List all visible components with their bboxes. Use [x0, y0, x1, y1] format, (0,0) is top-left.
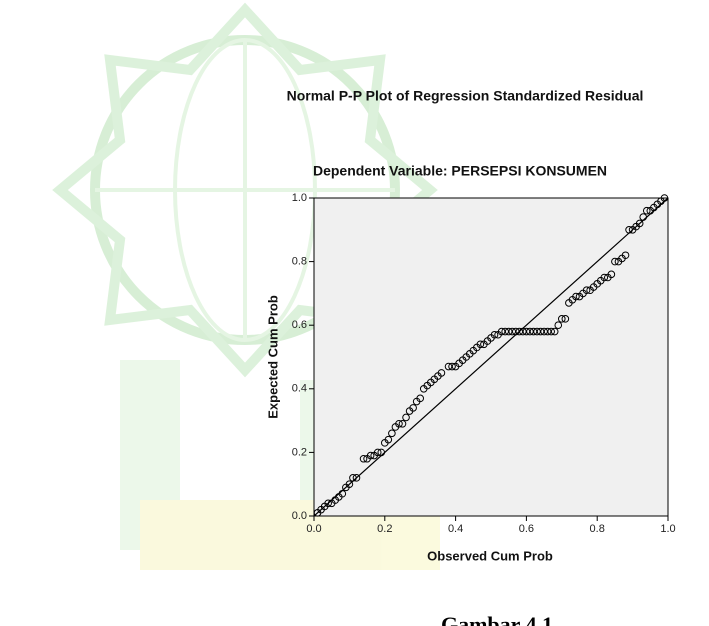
x-tick-label: 0.0: [306, 523, 321, 535]
y-axis-label: Expected Cum Prob: [265, 295, 280, 419]
x-tick-label: 0.2: [377, 523, 392, 535]
x-axis-label: Observed Cum Prob: [427, 548, 553, 563]
page: Normal P-P Plot of Regression Standardiz…: [0, 0, 709, 626]
chart-subtitle: Dependent Variable: PERSEPSI KONSUMEN: [313, 163, 607, 179]
plot: 0.0 0.2 0.4 0.6 0.8 1.0 0.0 0.2 0.4 0.6 0.8 1.0: [292, 192, 676, 535]
x-tick-label: 1.0: [660, 523, 675, 535]
y-tick-label: 1.0: [292, 192, 307, 204]
x-tick-label: 0.6: [519, 523, 534, 535]
x-tick-label: 0.4: [448, 523, 463, 535]
figure-caption: Gambar 4.1: [441, 612, 553, 626]
y-tick-label: 0.4: [292, 383, 307, 395]
y-tick-label: 0.8: [292, 256, 307, 268]
y-tick-label: 0.0: [292, 510, 307, 522]
chart-title: Normal P-P Plot of Regression Standardiz…: [287, 88, 644, 104]
x-tick-label: 0.8: [590, 523, 605, 535]
y-tick-label: 0.2: [292, 446, 307, 458]
y-tick-label: 0.6: [292, 319, 307, 331]
